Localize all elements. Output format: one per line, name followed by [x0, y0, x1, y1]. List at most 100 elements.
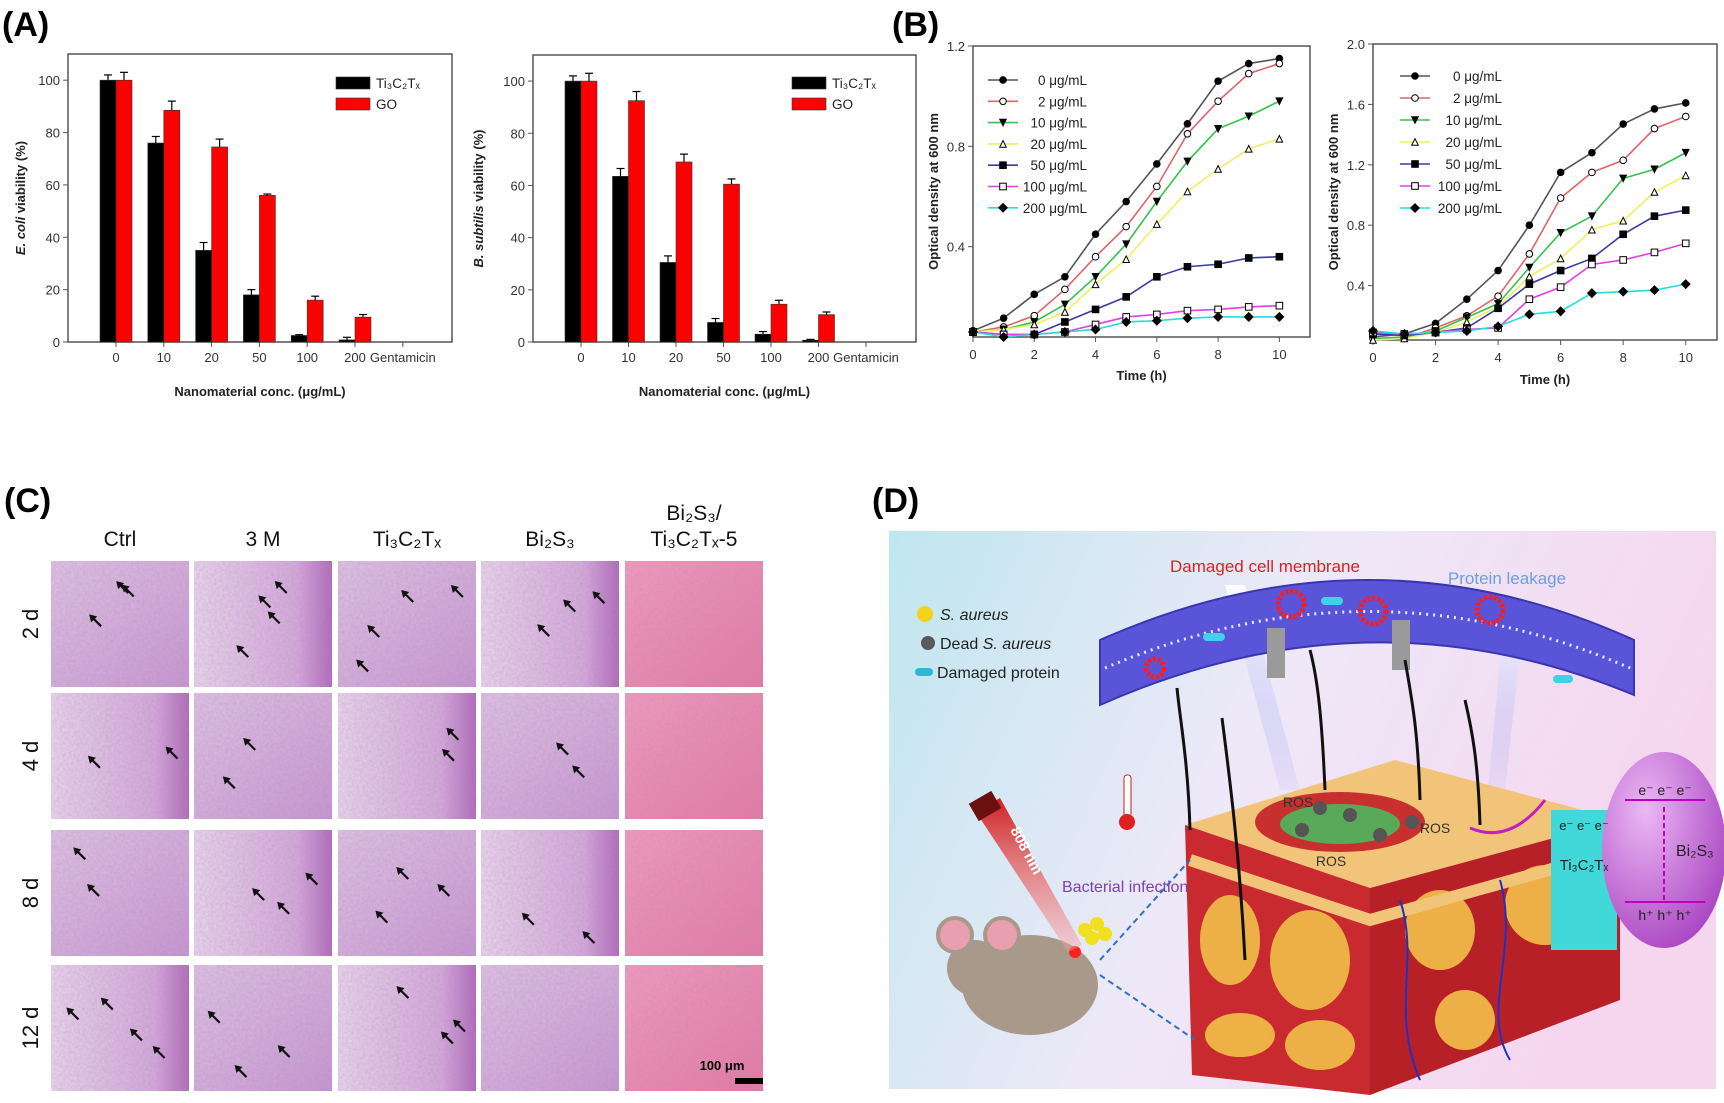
holes-bi2s3: h⁺ h⁺ h⁺ — [1638, 907, 1691, 923]
y-tick-label: 100 — [503, 74, 525, 89]
data-point — [999, 97, 1007, 106]
arrowhead-icon — [450, 584, 459, 593]
y-tick-label: 60 — [46, 178, 60, 193]
dead-bacterium — [1343, 808, 1357, 822]
data-point — [1588, 260, 1596, 269]
data-point — [1122, 240, 1131, 249]
data-point — [1214, 305, 1222, 314]
data-point — [1151, 315, 1162, 326]
arrowhead-icon — [592, 591, 601, 600]
arrowhead-icon — [446, 727, 455, 736]
data-point — [1182, 313, 1193, 324]
arrowhead-icon — [129, 1028, 138, 1037]
bar — [564, 80, 582, 343]
blood-vessel — [1497, 879, 1511, 1061]
data-point — [967, 326, 979, 337]
data-point — [1030, 320, 1039, 329]
bar — [802, 339, 819, 343]
series — [969, 54, 1284, 335]
data-point — [1122, 197, 1130, 206]
data-point — [1430, 327, 1441, 338]
data-point — [1587, 225, 1597, 234]
x-tick-label: 50 — [252, 350, 266, 365]
y-tick-label: 0.8 — [1347, 218, 1365, 233]
series — [1369, 99, 1690, 341]
arrowhead-icon — [116, 581, 125, 590]
data-point — [1619, 156, 1627, 165]
bar — [259, 195, 276, 343]
y-tick-label: 0 — [518, 335, 525, 350]
histology-image — [194, 965, 332, 1091]
data-point — [1619, 256, 1627, 264]
arrowhead-icon — [453, 1019, 462, 1028]
data-point — [1183, 262, 1192, 271]
data-point — [1525, 295, 1534, 304]
histology-image — [194, 693, 332, 819]
data-point — [1091, 230, 1100, 238]
hair — [1220, 717, 1247, 961]
x-axis-label: Time (h) — [1116, 368, 1166, 383]
x-axis-label: Time (h) — [1520, 372, 1570, 387]
x-tick-label: 0 — [577, 350, 584, 365]
legend-label: GO — [832, 97, 853, 112]
dead-bacterium — [1313, 801, 1327, 815]
data-point — [1681, 99, 1690, 107]
bar — [707, 322, 724, 343]
bar — [580, 80, 598, 343]
x-tick-label: 10 — [1272, 347, 1286, 362]
y-axis-label-rest: viability (%) — [13, 141, 28, 217]
arrowhead-icon — [356, 659, 365, 668]
x-tick-label: 20 — [669, 350, 683, 365]
arrowhead-icon — [66, 1007, 75, 1016]
y-tick-label: 2.0 — [1347, 37, 1365, 52]
data-point — [1183, 306, 1192, 315]
data-point — [1183, 187, 1192, 196]
data-point — [1244, 69, 1253, 78]
data-point — [1680, 279, 1691, 290]
plot-frame — [1372, 43, 1718, 341]
ros-label: ROS — [1316, 853, 1346, 869]
series — [969, 59, 1284, 336]
x-tick-label: 100 — [296, 350, 318, 365]
legend-label: 20 μg/mL — [1445, 135, 1502, 150]
fat-cell — [1200, 895, 1260, 985]
data-point — [1060, 307, 1070, 316]
histology-image — [481, 965, 619, 1091]
data-point — [1556, 168, 1565, 177]
membrane-channel — [1267, 628, 1285, 678]
y-axis-label: B. subtilis viability (%) — [471, 130, 486, 268]
data-point — [1410, 116, 1420, 125]
dead-bacterium — [1295, 823, 1309, 837]
y-tick-label: 0.4 — [947, 240, 965, 255]
series — [968, 97, 1284, 337]
ros-label: ROS — [1420, 820, 1450, 836]
data-point — [1030, 311, 1039, 320]
data-point — [1244, 144, 1253, 153]
histology-image — [338, 830, 476, 956]
series-line — [972, 57, 1280, 332]
legend-label: 50 μg/mL — [1445, 157, 1502, 172]
data-point — [1463, 295, 1471, 304]
damaged-membrane-label: Damaged cell membrane — [1170, 557, 1360, 576]
membrane-damage-icon — [1357, 595, 1389, 627]
hair — [1463, 699, 1482, 826]
data-point — [1494, 266, 1502, 275]
data-point — [1649, 285, 1660, 296]
data-point — [1556, 266, 1565, 275]
data-point — [1681, 206, 1690, 214]
x-tick-label: 50 — [716, 350, 730, 365]
bar — [195, 250, 212, 343]
series-line — [1372, 283, 1686, 335]
data-point — [1681, 239, 1690, 248]
zoom-guide-line — [1099, 974, 1196, 1041]
data-point — [1122, 254, 1131, 264]
x-tick-label: 8 — [1214, 347, 1221, 362]
data-point — [1411, 182, 1419, 190]
plot-frame — [972, 45, 1311, 338]
arrowhead-icon — [396, 867, 405, 876]
histology-image — [481, 693, 619, 819]
arrowhead-icon — [277, 1045, 286, 1054]
data-point — [1029, 329, 1040, 340]
